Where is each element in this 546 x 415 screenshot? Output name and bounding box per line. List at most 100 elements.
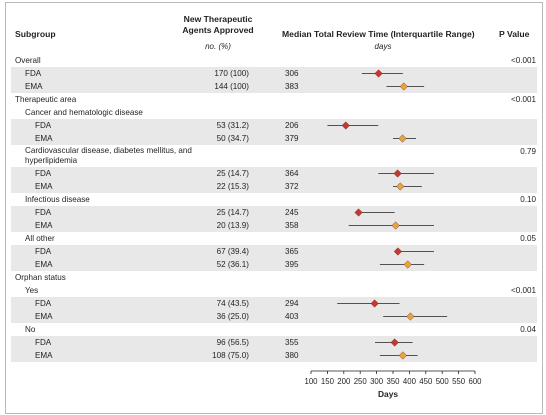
- row-label: Yes: [25, 286, 39, 295]
- row-label: FDA: [35, 247, 52, 256]
- agents-header: New Therapeutic Agents Approved: [172, 14, 264, 35]
- row-shading: [11, 180, 537, 193]
- row-shading: [11, 132, 537, 145]
- table-row: EMA 52 (36.1) 395: [6, 258, 542, 271]
- row-label: Cancer and hematologic disease: [25, 108, 143, 117]
- row-label: FDA: [35, 338, 52, 347]
- row-count: 36 (25.0): [216, 312, 249, 321]
- agents-header-line2: Agents Approved: [182, 24, 254, 35]
- agents-header-line1: New Therapeutic: [183, 14, 253, 24]
- table-row: FDA 25 (14.7) 364: [6, 167, 542, 180]
- median-point-fda: [390, 338, 399, 347]
- table-row: Infectious disease 0.10: [6, 193, 542, 206]
- x-tick-label: 600: [468, 377, 482, 386]
- row-pvalue: 0.79: [520, 147, 536, 156]
- median-point-ema: [396, 182, 405, 191]
- row-shading: [11, 206, 537, 219]
- row-shading: [11, 219, 537, 232]
- table-row: Overall <0.001: [6, 54, 542, 67]
- row-count: 53 (31.2): [216, 121, 249, 130]
- row-pvalue: <0.001: [511, 95, 536, 104]
- table-row: EMA 36 (25.0) 403: [6, 310, 542, 323]
- table-row: Yes <0.001: [6, 284, 542, 297]
- forest-plot-svg: 100 150 200 250 300 350 400 450 500 550 600: [304, 69, 482, 386]
- row-label: EMA: [35, 260, 53, 269]
- row-label: All other: [25, 234, 55, 243]
- table-row: Orphan status: [6, 271, 542, 284]
- row-shading: [11, 336, 537, 349]
- row-median: 403: [285, 312, 299, 321]
- row-shading: [11, 119, 537, 132]
- table-row: EMA 144 (100) 383: [6, 80, 542, 93]
- row-shading: [11, 349, 537, 362]
- table-row: EMA 50 (34.7) 379: [6, 132, 542, 145]
- x-tick-label: 150: [321, 377, 335, 386]
- row-label: EMA: [25, 82, 43, 91]
- x-tick-label: 350: [386, 377, 400, 386]
- row-label: EMA: [35, 351, 53, 360]
- row-shading: [11, 310, 537, 323]
- x-tick-label: 200: [337, 377, 351, 386]
- row-count: 96 (56.5): [216, 338, 249, 347]
- row-median: 358: [285, 221, 299, 230]
- row-median: 365: [285, 247, 299, 256]
- x-tick-label: 100: [304, 377, 318, 386]
- row-label: EMA: [35, 182, 53, 191]
- row-median: 206: [285, 121, 299, 130]
- forest-plot-figure: Subgroup New Therapeutic Agents Approved…: [5, 2, 543, 414]
- table-row: EMA 108 (75.0) 380: [6, 349, 542, 362]
- row-count: 25 (14.7): [216, 208, 249, 217]
- x-tick-label: 550: [452, 377, 466, 386]
- agents-unit: no. (%): [205, 42, 231, 51]
- median-unit: days: [374, 42, 392, 51]
- row-label: FDA: [35, 169, 52, 178]
- row-count: 170 (100): [214, 69, 249, 78]
- row-count: 25 (14.7): [216, 169, 249, 178]
- row-count: 20 (13.9): [216, 221, 249, 230]
- median-point-fda: [341, 121, 350, 130]
- median-point-fda: [393, 247, 403, 256]
- row-label: EMA: [35, 221, 53, 230]
- row-shading: [11, 80, 537, 93]
- row-label: Orphan status: [15, 273, 66, 282]
- x-axis-label: Days: [378, 389, 399, 399]
- table-row: Cancer and hematologic disease: [6, 106, 542, 119]
- table-row: All other 0.05: [6, 232, 542, 245]
- x-tick-label: 400: [403, 377, 417, 386]
- row-pvalue: <0.001: [511, 286, 536, 295]
- row-pvalue: <0.001: [511, 56, 536, 65]
- table-row: FDA 96 (56.5) 355: [6, 336, 542, 349]
- row-count: 22 (15.3): [216, 182, 249, 191]
- row-label: FDA: [35, 299, 52, 308]
- table-row: FDA 25 (14.7) 245: [6, 206, 542, 219]
- median-point-fda: [374, 69, 383, 78]
- row-count: 144 (100): [214, 82, 249, 91]
- median-point-fda: [393, 169, 402, 178]
- row-count: 74 (43.5): [216, 299, 249, 308]
- row-label: Infectious disease: [25, 195, 90, 204]
- median-point-fda: [370, 299, 379, 308]
- row-label: Cardiovascular disease, diabetes mellitu…: [25, 146, 192, 165]
- median-point-ema: [398, 351, 407, 360]
- median-point-ema: [398, 134, 407, 143]
- table-row: No 0.04: [6, 323, 542, 336]
- pvalue-header: P Value: [499, 29, 530, 39]
- row-shading: [11, 258, 537, 271]
- row-pvalue: 0.10: [520, 195, 536, 204]
- row-median: 245: [285, 208, 299, 217]
- row-shading: [11, 297, 537, 310]
- row-shading: [11, 67, 537, 80]
- table-row: FDA 74 (43.5) 294: [6, 297, 542, 310]
- row-pvalue: 0.04: [520, 325, 536, 334]
- row-label: Therapeutic area: [15, 95, 77, 104]
- row-median: 383: [285, 82, 299, 91]
- median-header: Median Total Review Time (Interquartile …: [282, 29, 475, 39]
- row-median: 306: [285, 69, 299, 78]
- x-tick-label: 450: [419, 377, 433, 386]
- row-median: 372: [285, 182, 299, 191]
- table-row: FDA 67 (39.4) 365: [6, 245, 542, 258]
- x-tick-label: 250: [354, 377, 368, 386]
- row-label: EMA: [35, 312, 53, 321]
- row-label: FDA: [25, 69, 42, 78]
- row-count: 50 (34.7): [216, 134, 249, 143]
